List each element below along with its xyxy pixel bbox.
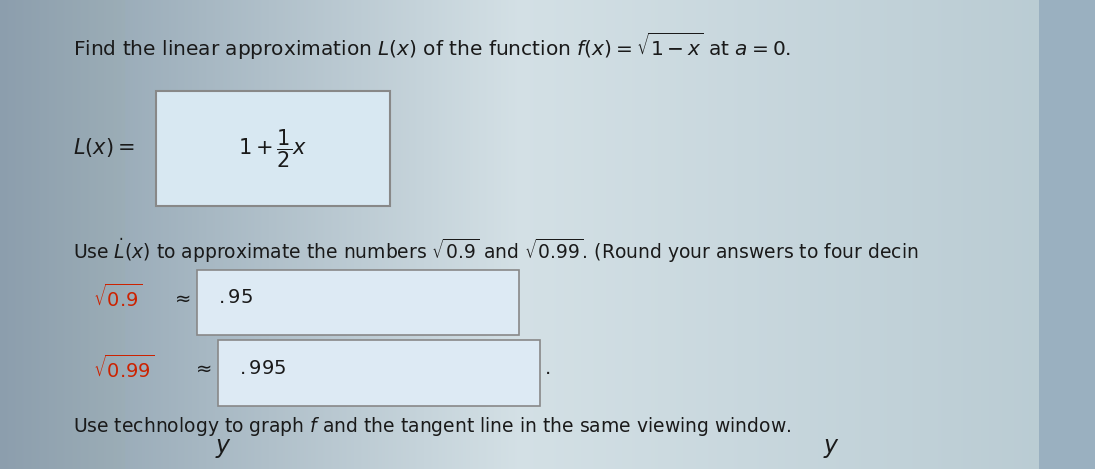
FancyBboxPatch shape (197, 270, 519, 335)
Text: .: . (545, 359, 552, 378)
Text: Use $\dot{L}(x)$ to approximate the numbers $\sqrt{0.9}$ and $\sqrt{0.99}$. (Rou: Use $\dot{L}(x)$ to approximate the numb… (72, 237, 919, 265)
Text: $\approx$: $\approx$ (192, 359, 212, 378)
FancyBboxPatch shape (218, 340, 540, 406)
Text: $L(x) = $: $L(x) = $ (72, 136, 135, 159)
Text: $1 + \dfrac{1}{2}x$: $1 + \dfrac{1}{2}x$ (238, 128, 308, 170)
Text: $\sqrt{0.9}$: $\sqrt{0.9}$ (93, 284, 142, 311)
Text: $y$: $y$ (215, 436, 232, 460)
Text: Find the linear approximation $L(x)$ of the function $f(x) = \sqrt{1 - x}$ at $a: Find the linear approximation $L(x)$ of … (72, 30, 791, 62)
FancyBboxPatch shape (155, 91, 390, 206)
Text: $y$: $y$ (822, 436, 840, 460)
Text: $.95$: $.95$ (218, 288, 253, 307)
Text: $\sqrt{0.99}$: $\sqrt{0.99}$ (93, 355, 155, 382)
Text: $\approx$: $\approx$ (172, 288, 192, 307)
Text: $.995$: $.995$ (239, 359, 287, 378)
Text: Use technology to graph $f$ and the tangent line in the same viewing window.: Use technology to graph $f$ and the tang… (72, 415, 791, 438)
